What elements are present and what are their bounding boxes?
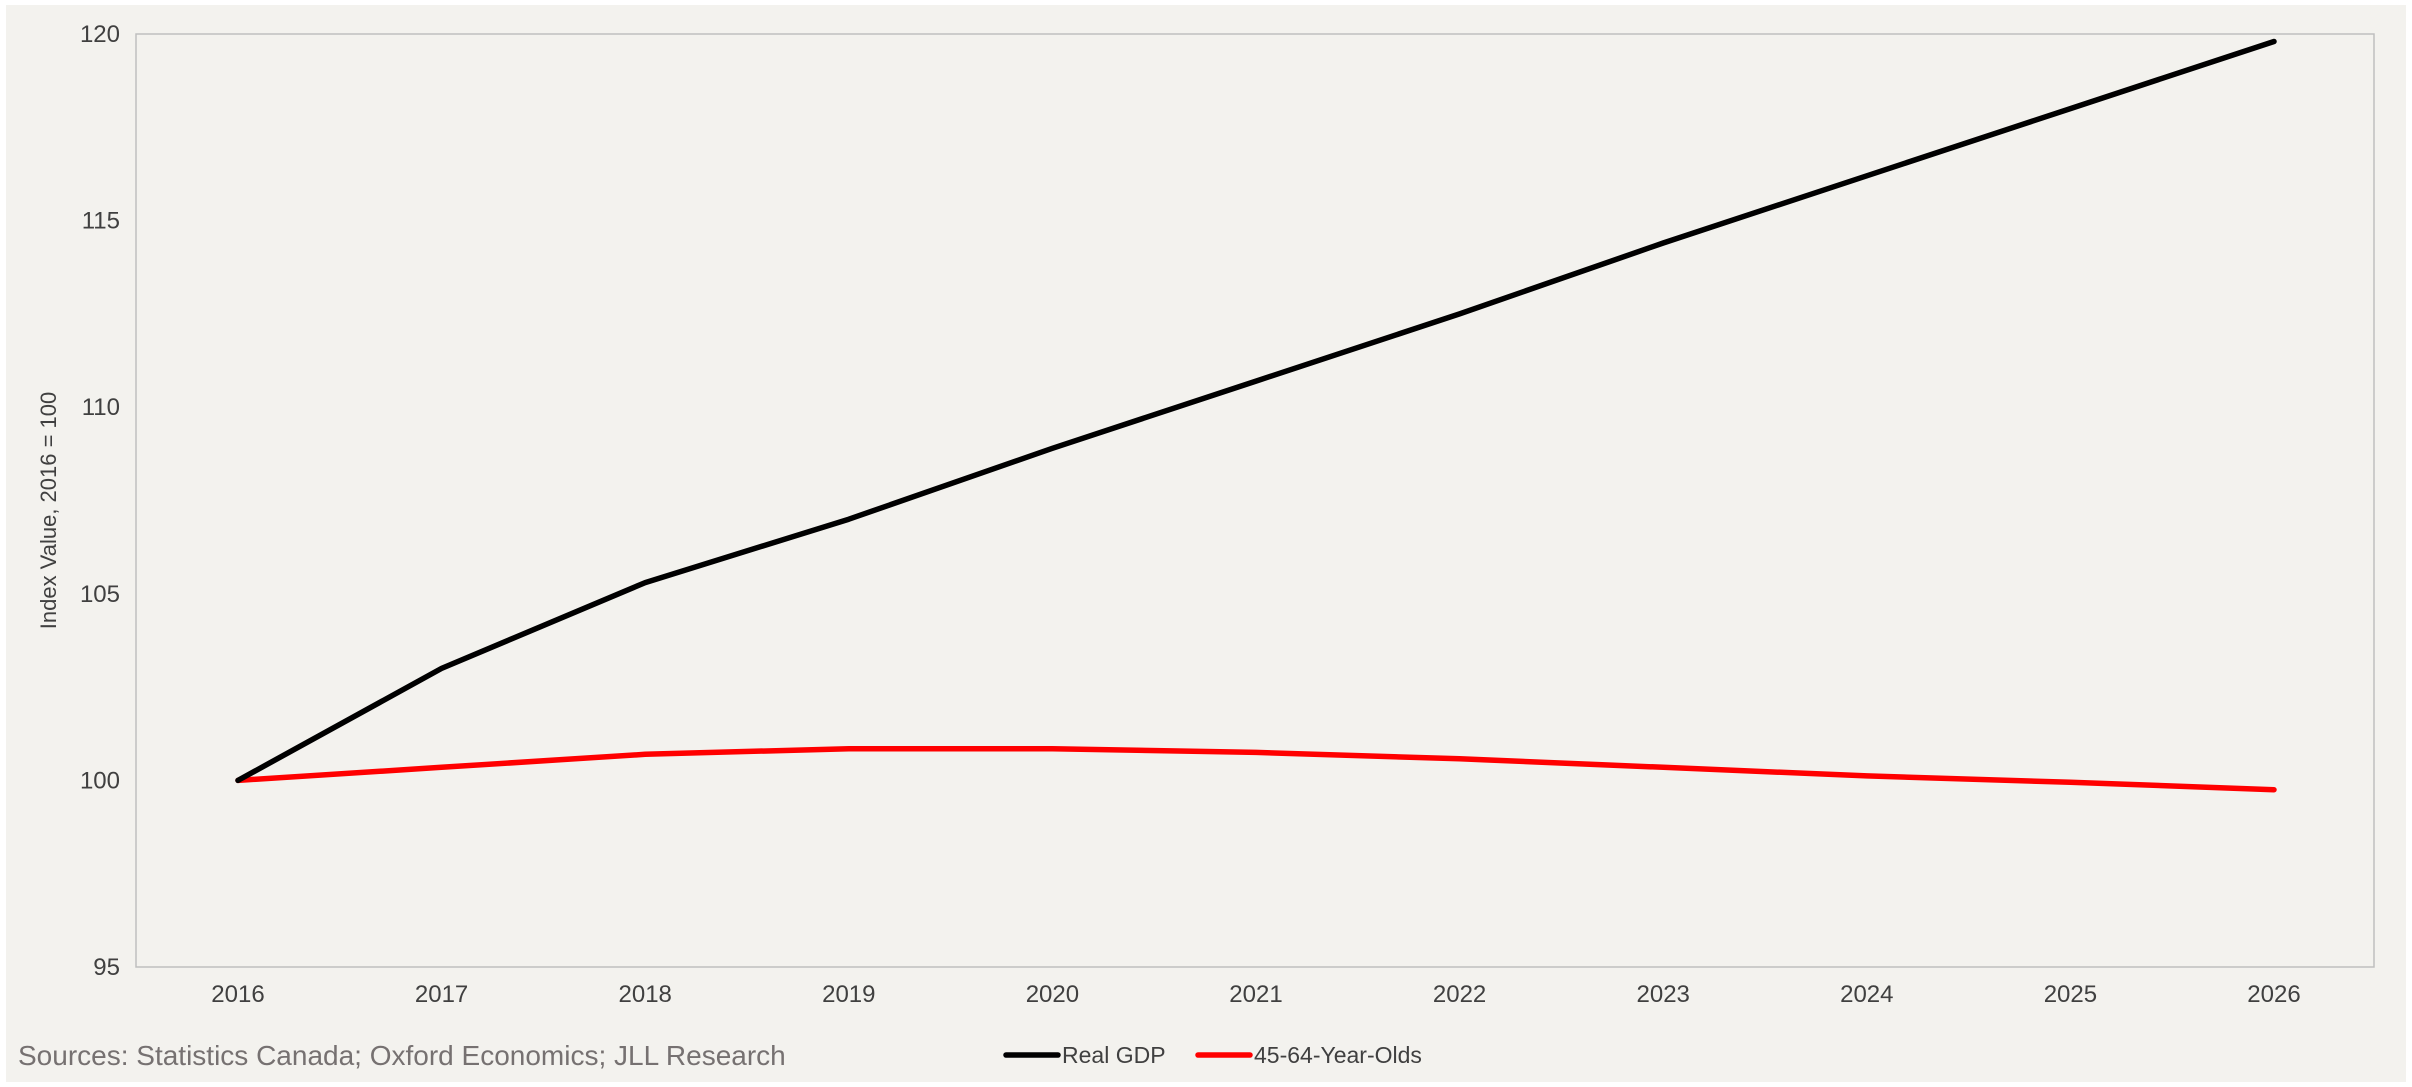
x-tick-label: 2026 bbox=[2247, 981, 2300, 1008]
y-tick-label: 105 bbox=[80, 581, 120, 608]
x-tick-label: 2024 bbox=[1840, 981, 1893, 1008]
legend-label: 45-64-Year-Olds bbox=[1254, 1042, 1422, 1068]
legend-label: Real GDP bbox=[1062, 1042, 1166, 1068]
plot-frame bbox=[135, 33, 2375, 968]
series-line-real-gdp bbox=[235, 38, 2277, 784]
source-note: Sources: Statistics Canada; Oxford Econo… bbox=[18, 1040, 786, 1071]
plot-area-border bbox=[135, 33, 2375, 968]
y-axis-title: Index Value, 2016 = 100 bbox=[36, 392, 61, 630]
x-tick-label: 2025 bbox=[2044, 981, 2097, 1008]
y-tick-label: 110 bbox=[82, 394, 120, 421]
y-tick-label: 95 bbox=[93, 954, 120, 981]
chart-container: 95 100 105 110 115 120 2016 2017 2018 2019 2020 20… bbox=[6, 5, 2406, 1082]
x-tick-label: 2023 bbox=[1637, 981, 1690, 1008]
x-tick-label: 2021 bbox=[1229, 981, 1282, 1008]
x-tick-label: 2018 bbox=[619, 981, 672, 1008]
legend: Real GDP 45-64-Year-Olds bbox=[1003, 1042, 1422, 1068]
series-lines bbox=[235, 38, 2277, 793]
x-axis-ticks: 2016 2017 2018 2019 2020 2021 2022 2023 2024 2025… bbox=[211, 981, 2300, 1008]
y-tick-label: 120 bbox=[80, 21, 120, 48]
series-line-age-45-64 bbox=[235, 745, 2277, 793]
x-tick-label: 2016 bbox=[211, 981, 264, 1008]
x-tick-label: 2019 bbox=[822, 981, 875, 1008]
y-tick-label: 100 bbox=[80, 767, 120, 794]
x-tick-label: 2020 bbox=[1026, 981, 1079, 1008]
y-tick-label: 115 bbox=[82, 208, 120, 235]
x-tick-label: 2022 bbox=[1433, 981, 1486, 1008]
y-axis-ticks: 95 100 105 110 115 120 bbox=[80, 21, 120, 981]
x-tick-label: 2017 bbox=[415, 981, 468, 1008]
